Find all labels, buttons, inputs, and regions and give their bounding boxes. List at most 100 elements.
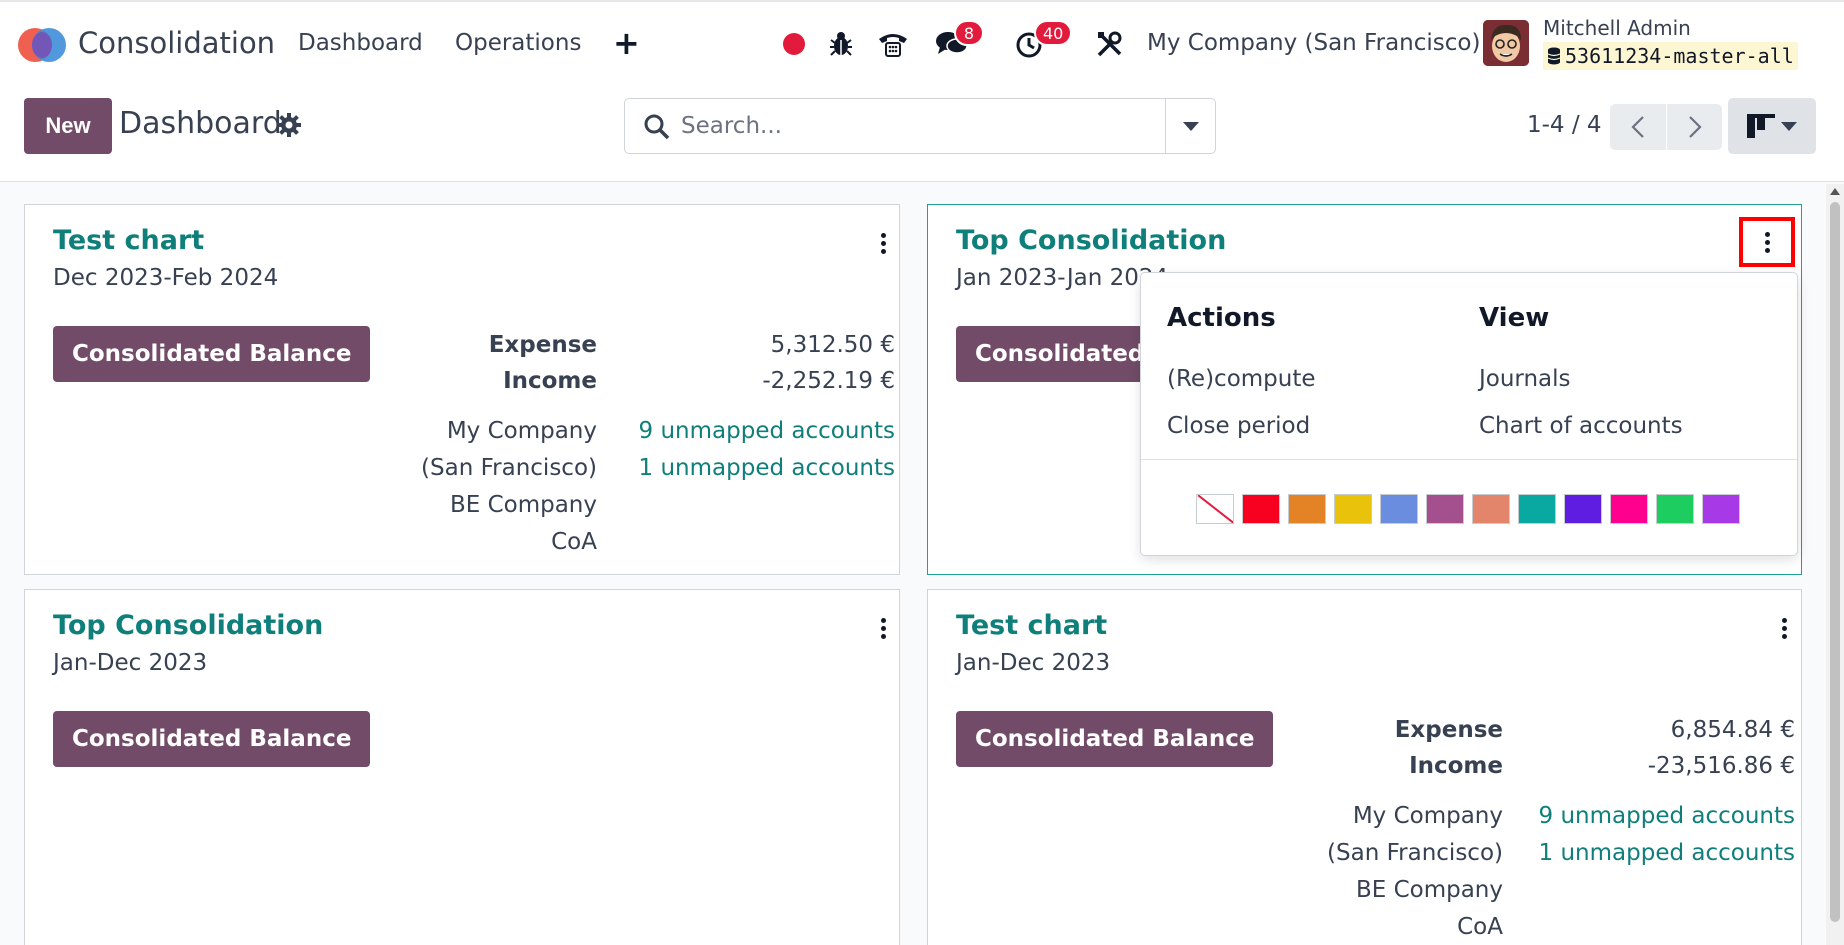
company-name: BE Company <box>1355 877 1503 903</box>
income-value: -2,252.19 € <box>762 368 895 394</box>
pager-value[interactable]: 1-4 / 4 <box>1527 112 1602 138</box>
company-name: My Company <box>1352 803 1503 829</box>
kanban-card[interactable]: Top Consolidation Jan-Dec 2023 Consolida… <box>24 589 900 945</box>
expense-label: Expense <box>488 332 597 358</box>
search-options-toggle[interactable] <box>1165 99 1215 153</box>
card-period: Jan-Dec 2023 <box>956 650 1111 676</box>
card-period: Dec 2023-Feb 2024 <box>53 265 279 291</box>
record-icon[interactable] <box>782 26 806 62</box>
card-menu-button[interactable] <box>865 223 901 263</box>
unmapped-accounts-link[interactable]: 1 unmapped accounts <box>1538 840 1795 866</box>
company-name-detail: CoA <box>1457 914 1503 940</box>
top-navbar: Consolidation Dashboard Operations + 8 4… <box>0 0 1844 84</box>
expense-value: 6,854.84 € <box>1670 717 1795 743</box>
company-name: BE Company <box>449 492 597 518</box>
database-icon <box>1547 47 1561 65</box>
card-title[interactable]: Top Consolidation <box>53 610 324 641</box>
company-name: My Company <box>446 418 597 444</box>
unmapped-accounts-link[interactable]: 9 unmapped accounts <box>1538 803 1795 829</box>
scroll-up-icon[interactable] <box>1830 188 1840 195</box>
card-title[interactable]: Test chart <box>956 610 1108 641</box>
color-swatch[interactable] <box>1472 494 1510 524</box>
color-picker <box>1196 494 1740 524</box>
chevron-right-icon <box>1688 116 1702 138</box>
tools-icon[interactable] <box>1094 26 1126 62</box>
expense-label: Expense <box>1394 717 1503 743</box>
search-icon <box>643 113 671 141</box>
card-title[interactable]: Test chart <box>53 225 205 256</box>
journals-menu-item[interactable]: Journals <box>1479 366 1571 392</box>
menu-dashboard[interactable]: Dashboard <box>298 30 423 56</box>
bug-icon[interactable] <box>826 26 856 62</box>
card-menu-button[interactable] <box>1739 217 1795 267</box>
card-menu-button[interactable] <box>865 608 901 648</box>
consolidated-balance-button[interactable]: Consolidated Balance <box>53 326 371 382</box>
kanban-card[interactable]: Test chart Jan-Dec 2023 Consolidated Bal… <box>927 589 1802 945</box>
database-label: 53611234-master-all <box>1565 44 1794 68</box>
color-swatch[interactable] <box>1656 494 1694 524</box>
consolidated-balance-button[interactable]: Consolidated Balance <box>956 711 1274 767</box>
search-input[interactable] <box>681 109 1181 143</box>
kebab-menu-icon <box>1781 617 1787 639</box>
search-bar <box>624 98 1216 154</box>
card-dropdown-menu: Actions (Re)compute Close period View Jo… <box>1140 272 1798 556</box>
view-heading: View <box>1479 303 1550 333</box>
scrollbar-thumb[interactable] <box>1830 202 1840 922</box>
income-label: Income <box>1409 753 1503 779</box>
page-title: Dashboard <box>119 106 282 141</box>
add-menu-button[interactable]: + <box>613 24 640 62</box>
company-name-detail: (San Francisco) <box>421 455 597 481</box>
chevron-down-icon <box>1781 121 1797 131</box>
app-name[interactable]: Consolidation <box>78 26 276 60</box>
chevron-left-icon <box>1631 116 1644 138</box>
menu-divider <box>1141 459 1797 460</box>
vertical-scrollbar[interactable] <box>1826 184 1844 945</box>
color-swatch[interactable] <box>1334 494 1372 524</box>
color-swatch[interactable] <box>1242 494 1280 524</box>
kebab-menu-icon <box>1764 231 1770 253</box>
chat-icon[interactable]: 8 <box>932 20 984 62</box>
close-period-menu-item[interactable]: Close period <box>1167 413 1311 439</box>
card-title[interactable]: Top Consolidation <box>956 225 1227 256</box>
company-switcher[interactable]: My Company (San Francisco) <box>1147 30 1481 56</box>
company-name-detail: CoA <box>551 529 597 555</box>
kanban-icon <box>1747 114 1775 138</box>
expense-value: 5,312.50 € <box>770 332 895 358</box>
phone-icon[interactable] <box>876 26 910 62</box>
color-swatch[interactable] <box>1702 494 1740 524</box>
actions-heading: Actions <box>1167 303 1276 333</box>
kanban-view-switch[interactable] <box>1728 98 1816 154</box>
color-swatch[interactable] <box>1610 494 1648 524</box>
consolidated-balance-button[interactable]: Consolidated Balance <box>53 711 371 767</box>
color-swatch[interactable] <box>1380 494 1418 524</box>
control-panel: New Dashboard 1-4 / 4 <box>0 84 1844 182</box>
chart-of-accounts-menu-item[interactable]: Chart of accounts <box>1479 413 1683 439</box>
menu-operations[interactable]: Operations <box>455 30 582 56</box>
income-value: -23,516.86 € <box>1647 753 1795 779</box>
kebab-menu-icon <box>880 617 886 639</box>
color-swatch[interactable] <box>1288 494 1326 524</box>
activity-clock-icon[interactable]: 40 <box>1010 20 1073 62</box>
unmapped-accounts-link[interactable]: 1 unmapped accounts <box>638 455 895 481</box>
consolidation-app-icon[interactable] <box>18 28 68 62</box>
kanban-card[interactable]: Test chart Dec 2023-Feb 2024 Consolidate… <box>24 204 900 575</box>
unmapped-accounts-link[interactable]: 9 unmapped accounts <box>638 418 895 444</box>
income-label: Income <box>503 368 597 394</box>
chevron-down-icon <box>1182 121 1199 131</box>
color-swatch[interactable] <box>1518 494 1556 524</box>
user-name[interactable]: Mitchell Admin <box>1543 16 1691 40</box>
card-menu-button[interactable] <box>1766 608 1802 648</box>
new-button[interactable]: New <box>24 98 112 154</box>
color-swatch[interactable] <box>1564 494 1602 524</box>
user-avatar[interactable] <box>1483 20 1529 66</box>
color-swatch[interactable] <box>1426 494 1464 524</box>
color-swatch-none[interactable] <box>1196 494 1234 524</box>
gear-icon[interactable] <box>276 112 302 138</box>
card-period: Jan-Dec 2023 <box>53 650 208 676</box>
card-period: Jan 2023-Jan 2024 <box>956 265 1169 291</box>
kebab-menu-icon <box>880 232 886 254</box>
pager-next-button[interactable] <box>1666 104 1722 150</box>
activity-badge: 40 <box>1034 20 1073 46</box>
recompute-menu-item[interactable]: (Re)compute <box>1167 366 1316 392</box>
pager-previous-button[interactable] <box>1610 104 1666 150</box>
